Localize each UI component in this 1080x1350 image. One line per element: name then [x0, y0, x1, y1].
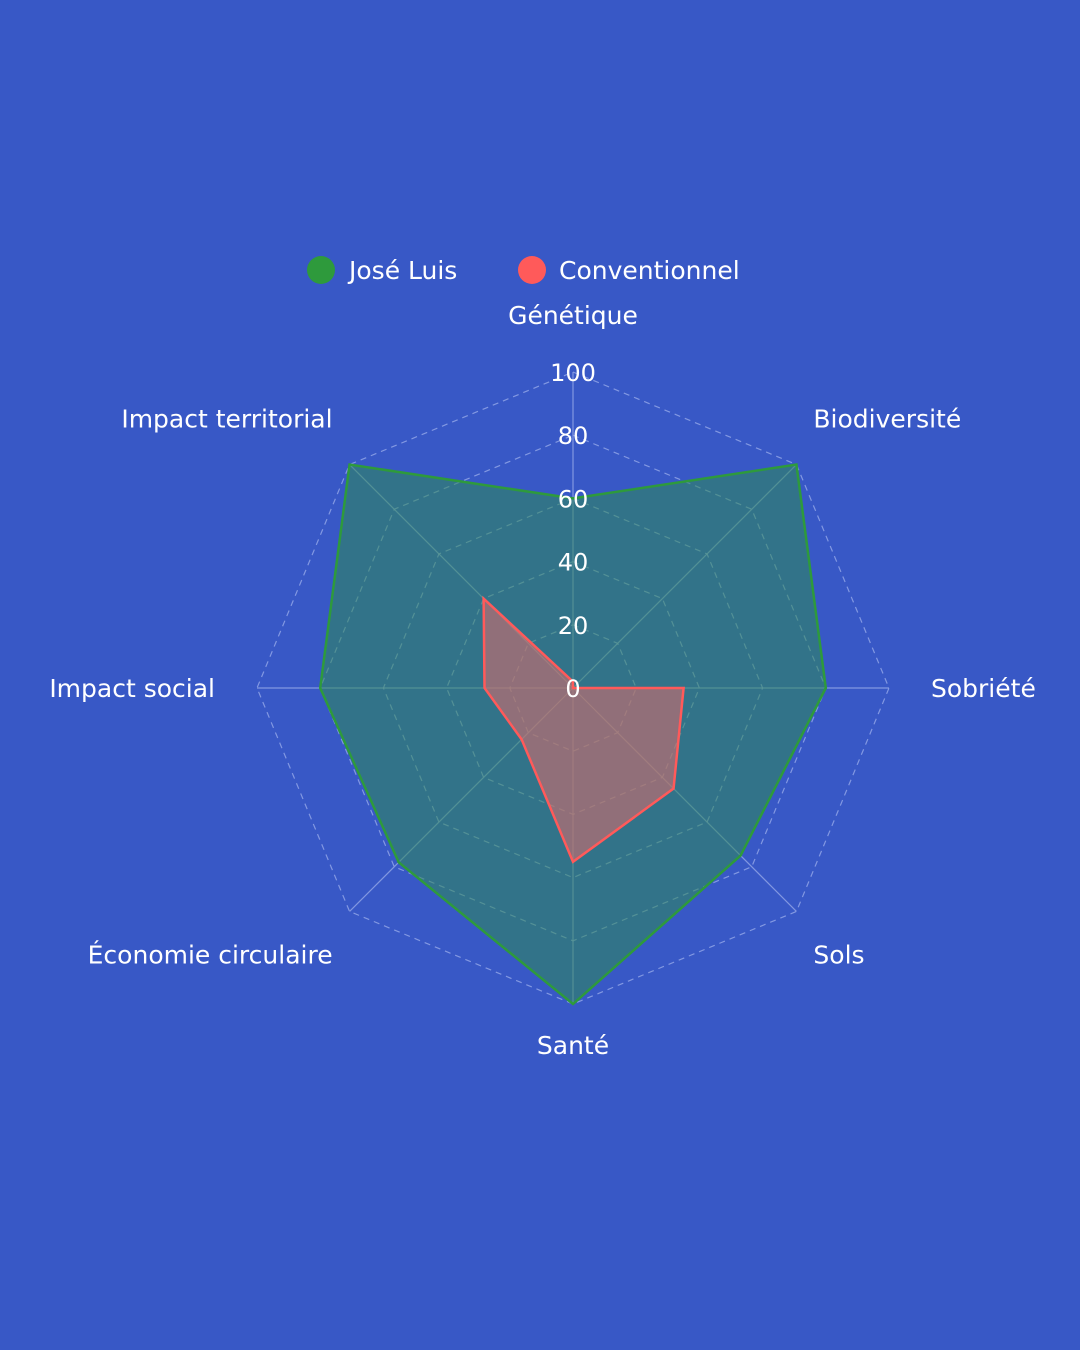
tick-label-80: 80 [558, 422, 589, 450]
legend-marker-conventionnel [518, 256, 546, 284]
legend: José Luis Conventionnel [307, 256, 740, 285]
axis-label-3: Sols [813, 940, 864, 969]
axis-label-7: Impact territorial [121, 405, 332, 434]
axis-label-1: Biodiversité [813, 405, 961, 434]
axis-label-6: Impact social [49, 674, 215, 703]
axis-label-0: Génétique [508, 301, 638, 330]
radial-tick-labels: 0 20 40 60 80 100 [550, 359, 596, 703]
tick-label-0: 0 [565, 675, 580, 703]
tick-label-100: 100 [550, 359, 596, 387]
legend-item-jose-luis[interactable]: José Luis [307, 256, 457, 285]
legend-marker-jose-luis [307, 256, 335, 284]
legend-item-conventionnel[interactable]: Conventionnel [518, 256, 740, 285]
axis-label-2: Sobriété [931, 674, 1036, 703]
axis-labels: Génétique Biodiversité Sobriété Sols Santé Éc… [49, 301, 1036, 1060]
radar-series [318, 463, 828, 1006]
tick-label-60: 60 [558, 485, 589, 513]
tick-label-40: 40 [558, 549, 589, 577]
axis-label-5: Économie circulaire [88, 940, 333, 969]
series-area-conventionnel [482, 595, 685, 864]
axis-label-4: Santé [537, 1031, 609, 1060]
legend-label-conventionnel: Conventionnel [559, 256, 740, 285]
legend-label-jose-luis: José Luis [347, 256, 457, 285]
grid-ring-100 [256, 371, 890, 1005]
tick-label-20: 20 [558, 612, 589, 640]
